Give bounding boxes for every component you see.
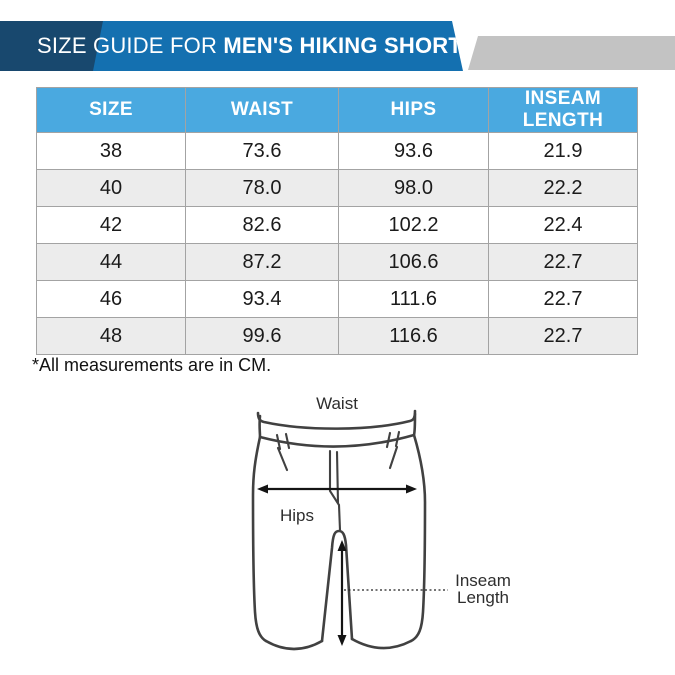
page-title: SIZE GUIDE FOR MEN'S HIKING SHORTS <box>0 21 463 71</box>
measurement-note: *All measurements are in CM. <box>32 355 272 375</box>
col-header-waist: WAIST <box>185 87 339 133</box>
col-header-inseam: INSEAM LENGTH <box>488 87 638 133</box>
size-table: SIZE WAIST HIPS INSEAM LENGTH 38 73.6 93… <box>36 87 638 355</box>
table-cell: 48 <box>36 317 186 355</box>
page-title-bold: MEN'S HIKING SHORTS <box>223 33 477 58</box>
table-cell: 22.7 <box>488 280 638 318</box>
hips-arrow <box>257 484 417 494</box>
table-row: 42 82.6 102.2 22.4 <box>36 206 638 244</box>
table-cell: 78.0 <box>185 169 339 207</box>
table-cell: 38 <box>36 132 186 170</box>
table-cell: 111.6 <box>338 280 489 318</box>
table-row: 40 78.0 98.0 22.2 <box>36 169 638 207</box>
table-cell: 22.2 <box>488 169 638 207</box>
col-header-size: SIZE <box>36 87 186 133</box>
banner-dark-accent <box>0 21 103 71</box>
col-header-hips: HIPS <box>338 87 489 133</box>
table-cell: 22.4 <box>488 206 638 244</box>
table-cell: 82.6 <box>185 206 339 244</box>
table-cell: 98.0 <box>338 169 489 207</box>
table-row: 48 99.6 116.6 22.7 <box>36 317 638 355</box>
size-table-header: SIZE WAIST HIPS INSEAM LENGTH <box>36 87 638 133</box>
table-cell: 99.6 <box>185 317 339 355</box>
table-cell: 102.2 <box>338 206 489 244</box>
table-cell: 116.6 <box>338 317 489 355</box>
table-cell: 93.6 <box>338 132 489 170</box>
table-cell: 73.6 <box>185 132 339 170</box>
shorts-diagram: Waist Hips Inseam Length <box>251 394 511 651</box>
table-cell: 40 <box>36 169 186 207</box>
inseam-arrow <box>337 540 347 646</box>
table-row: 46 93.4 111.6 22.7 <box>36 280 638 318</box>
table-row: 38 73.6 93.6 21.9 <box>36 132 638 170</box>
table-cell: 21.9 <box>488 132 638 170</box>
size-table-body: 38 73.6 93.6 21.9 40 78.0 98.0 22.2 42 8… <box>36 132 638 355</box>
page-title-regular: SIZE GUIDE FOR <box>37 33 224 58</box>
table-cell: 106.6 <box>338 243 489 281</box>
inseam-label-line2: Length <box>457 588 509 607</box>
table-cell: 22.7 <box>488 243 638 281</box>
gray-ribbon-decoration <box>468 36 675 70</box>
table-cell: 22.7 <box>488 317 638 355</box>
table-cell: 44 <box>36 243 186 281</box>
table-cell: 42 <box>36 206 186 244</box>
hips-label: Hips <box>280 506 314 525</box>
table-row: 44 87.2 106.6 22.7 <box>36 243 638 281</box>
shorts-outline <box>251 409 427 651</box>
table-cell: 93.4 <box>185 280 339 318</box>
table-cell: 87.2 <box>185 243 339 281</box>
waist-label: Waist <box>316 394 358 413</box>
table-cell: 46 <box>36 280 186 318</box>
inseam-label-line1: Inseam <box>455 571 511 590</box>
title-banner: SIZE GUIDE FOR MEN'S HIKING SHORTS <box>0 21 463 71</box>
